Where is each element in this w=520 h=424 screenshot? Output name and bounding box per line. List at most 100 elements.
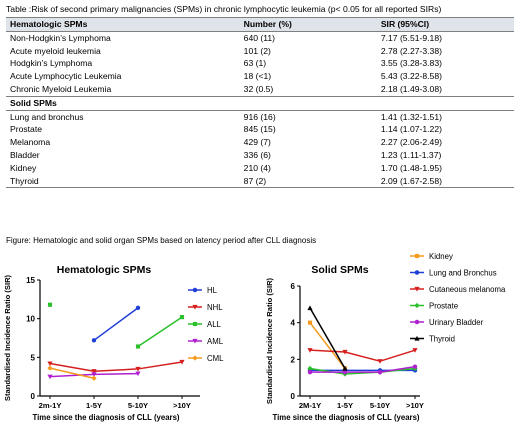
cell-type: Bladder bbox=[10, 149, 40, 160]
legend-marker bbox=[192, 321, 198, 327]
cell-number: 18 (<1) bbox=[243, 71, 272, 82]
y-tick-label: 6 bbox=[291, 282, 296, 291]
series-all bbox=[47, 302, 185, 349]
x-tick-label: 5-10Y bbox=[128, 401, 148, 410]
legend-label: HL bbox=[207, 286, 218, 295]
cell-number: 845 (15) bbox=[243, 124, 276, 135]
legend-marker bbox=[414, 319, 420, 325]
cell-type: Prostate bbox=[10, 124, 43, 135]
y-tick-label: 10 bbox=[26, 315, 35, 324]
cell-type: Chronic Myeloid Leukemia bbox=[10, 83, 112, 94]
data-point bbox=[342, 369, 348, 375]
data-point bbox=[179, 315, 185, 320]
data-point bbox=[135, 371, 141, 377]
legend-label: AML bbox=[207, 337, 224, 346]
data-point bbox=[91, 372, 97, 377]
legend-label: Lung and Bronchus bbox=[429, 269, 497, 278]
cell-type: Kidney bbox=[10, 162, 37, 173]
figure-caption: Figure: Hematologic and solid organ SPMs… bbox=[6, 236, 317, 245]
cell-type: Hodgkin’s Lymphoma bbox=[10, 58, 93, 69]
x-tick-label: 1-5Y bbox=[86, 401, 102, 410]
data-point bbox=[135, 366, 141, 372]
data-point bbox=[342, 349, 348, 355]
chart-title: Solid SPMs bbox=[311, 264, 368, 276]
cell-sir: 7.17 (5.51-9.18) bbox=[380, 32, 442, 43]
data-point bbox=[91, 338, 97, 343]
series-nhl bbox=[47, 359, 185, 374]
data-point bbox=[307, 320, 313, 325]
cell-sir: 1.14 (1.07-1.22) bbox=[380, 124, 442, 135]
series-line-segment bbox=[379, 365, 416, 373]
y-tick-label: 4 bbox=[291, 319, 296, 328]
table-row: Hodgkin’s Lymphoma 63 (1) 3.55 (3.28-3.83) bbox=[6, 57, 514, 70]
series-line-segment bbox=[93, 372, 139, 376]
data-point bbox=[91, 369, 97, 374]
series-line-segment bbox=[309, 322, 346, 369]
legend-label: Thyroid bbox=[429, 335, 455, 344]
table-row: Kidney 210 (4) 1.70 (1.48-1.95) bbox=[6, 162, 514, 175]
cell-type: Acute myeloid leukemia bbox=[10, 45, 101, 56]
data-point bbox=[377, 369, 383, 375]
cell-number: 87 (2) bbox=[239, 174, 377, 189]
data-point bbox=[342, 365, 348, 371]
cell-number: 101 (2) bbox=[243, 45, 271, 56]
data-point bbox=[47, 302, 53, 307]
cell-number: 63 (1) bbox=[243, 58, 267, 69]
series-line-segment bbox=[137, 316, 183, 348]
table-row: Acute Lymphocytic Leukemia 18 (<1) 5.43 (3… bbox=[6, 70, 514, 83]
legend-marker bbox=[192, 287, 198, 293]
table-row: Bladder 336 (6) 1.23 (1.11-1.37) bbox=[6, 149, 514, 162]
y-tick-label: 0 bbox=[31, 392, 36, 401]
cell-type: Melanoma bbox=[10, 137, 51, 148]
x-tick-label: 5-10Y bbox=[370, 401, 390, 410]
cell-number: 210 (4) bbox=[243, 162, 271, 173]
cell-type: Lung and bronchus bbox=[10, 111, 84, 122]
solid-section-header: Solid SPMs bbox=[6, 95, 514, 111]
table-caption: Table :Risk of second primary malignanci… bbox=[6, 4, 442, 14]
cell-number bbox=[239, 95, 377, 111]
data-point bbox=[307, 365, 313, 372]
series-aml bbox=[47, 371, 141, 380]
cell-type: Hematologic SPMs bbox=[6, 17, 240, 32]
data-point bbox=[377, 359, 383, 364]
table-row: Acute myeloid leukemia 101 (2) 2.78 (2.27-… bbox=[6, 45, 514, 58]
data-point bbox=[307, 369, 313, 375]
series-line-segment bbox=[309, 307, 346, 369]
data-point bbox=[47, 374, 53, 380]
x-tick-label: 2M-1Y bbox=[299, 401, 321, 410]
legend-marker bbox=[414, 270, 420, 275]
data-point bbox=[135, 344, 141, 349]
series-urinary-bladder bbox=[307, 364, 418, 375]
series-thyroid bbox=[307, 305, 348, 371]
cell-sir: 3.55 (3.28-3.83) bbox=[380, 58, 442, 69]
solid-spm-chart: Solid SPMs Standardised Incidence Ratio (… bbox=[265, 252, 506, 422]
y-axis-label: Standardised Incidence Ratio (SIR) bbox=[265, 277, 274, 404]
data-point bbox=[135, 305, 141, 311]
series-line-segment bbox=[49, 362, 95, 372]
table-row: Prostate 845 (15) 1.14 (1.07-1.22) bbox=[6, 123, 514, 136]
series-line-segment bbox=[93, 368, 139, 373]
series-line-segment bbox=[137, 361, 183, 370]
series-cutaneous-melanoma bbox=[307, 348, 418, 364]
legend-marker bbox=[414, 253, 420, 259]
legend-label: NHL bbox=[207, 303, 223, 312]
y-tick-label: 2 bbox=[291, 355, 296, 364]
cell-number: 336 (6) bbox=[243, 149, 271, 160]
legend-marker bbox=[192, 338, 198, 344]
table-header-row: Hematologic SPMs Number (%) SIR (95%CI) bbox=[6, 17, 514, 32]
spm-table: Hematologic SPMs Number (%) SIR (95%CI) Non… bbox=[6, 17, 514, 189]
legend-label: Cutaneous melanoma bbox=[429, 285, 506, 294]
cell-sir: 2.18 (1.49-3.08) bbox=[380, 83, 442, 94]
legend-label: Prostate bbox=[429, 302, 458, 311]
table-row: Chronic Myeloid Leukemia 32 (0.5) 2.18 (1.… bbox=[6, 83, 514, 96]
legend-label: Urinary Bladder bbox=[429, 318, 484, 327]
cell-sir: 5.43 (3.22-8.58) bbox=[380, 71, 442, 82]
hematologic-spm-chart: Hematologic SPMs Standardised Incidence R… bbox=[3, 264, 224, 422]
legend-marker bbox=[414, 286, 420, 292]
cell-number: 640 (11) bbox=[243, 32, 276, 43]
series-line-segment bbox=[49, 367, 95, 379]
series-line-segment bbox=[93, 307, 139, 341]
y-axis-label: Standardised Incidence Ratio (SIR) bbox=[3, 274, 12, 401]
data-point bbox=[307, 305, 313, 311]
x-axis-label: Time since the diagnosis of CLL (years) bbox=[32, 413, 179, 422]
